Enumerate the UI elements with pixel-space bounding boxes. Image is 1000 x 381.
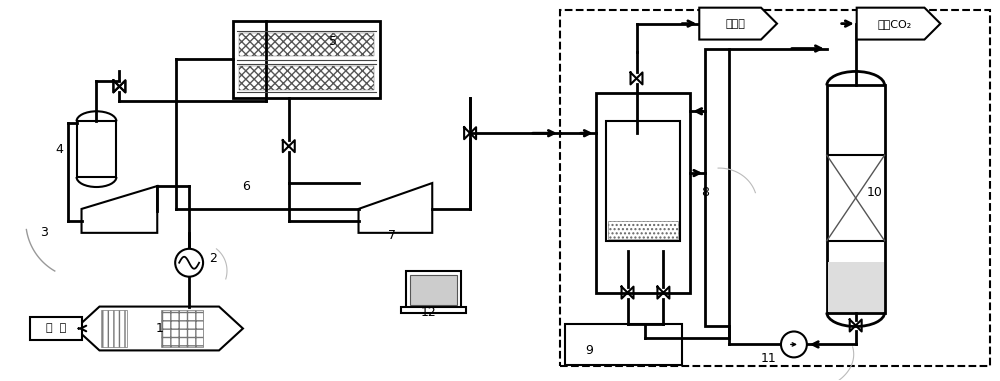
Text: 烟  气: 烟 气: [46, 323, 66, 333]
Text: 富集CO₂: 富集CO₂: [877, 19, 912, 29]
Text: 4: 4: [56, 142, 64, 156]
Text: 1: 1: [155, 322, 163, 335]
Text: 9: 9: [586, 344, 594, 357]
Polygon shape: [699, 8, 777, 40]
Text: 11: 11: [761, 352, 777, 365]
Polygon shape: [359, 183, 432, 233]
Bar: [410, 275, 457, 304]
Text: 10: 10: [867, 186, 883, 200]
Bar: [233, 21, 380, 98]
Text: 净化气: 净化气: [725, 19, 745, 29]
Bar: [705, 48, 729, 325]
Bar: [161, 310, 203, 347]
Bar: [406, 271, 461, 309]
Text: 6: 6: [242, 179, 250, 192]
Circle shape: [175, 249, 203, 277]
Text: 2: 2: [209, 252, 217, 265]
Bar: [401, 307, 466, 312]
Bar: [608, 221, 678, 239]
Bar: [565, 323, 682, 365]
Circle shape: [781, 331, 807, 357]
Bar: [828, 262, 884, 312]
Bar: [101, 310, 127, 347]
Polygon shape: [857, 8, 940, 40]
Polygon shape: [82, 186, 157, 233]
Bar: [77, 121, 116, 177]
Bar: [827, 85, 885, 312]
Text: 12: 12: [420, 306, 436, 319]
Bar: [239, 66, 374, 90]
Bar: [596, 93, 690, 293]
Text: 7: 7: [388, 229, 396, 242]
Polygon shape: [76, 307, 243, 351]
Text: 3: 3: [40, 226, 48, 239]
Bar: [30, 317, 82, 341]
Bar: [606, 121, 680, 241]
Bar: [239, 33, 374, 56]
Bar: [560, 10, 990, 367]
Text: 8: 8: [701, 186, 709, 200]
Text: 5: 5: [329, 35, 337, 48]
